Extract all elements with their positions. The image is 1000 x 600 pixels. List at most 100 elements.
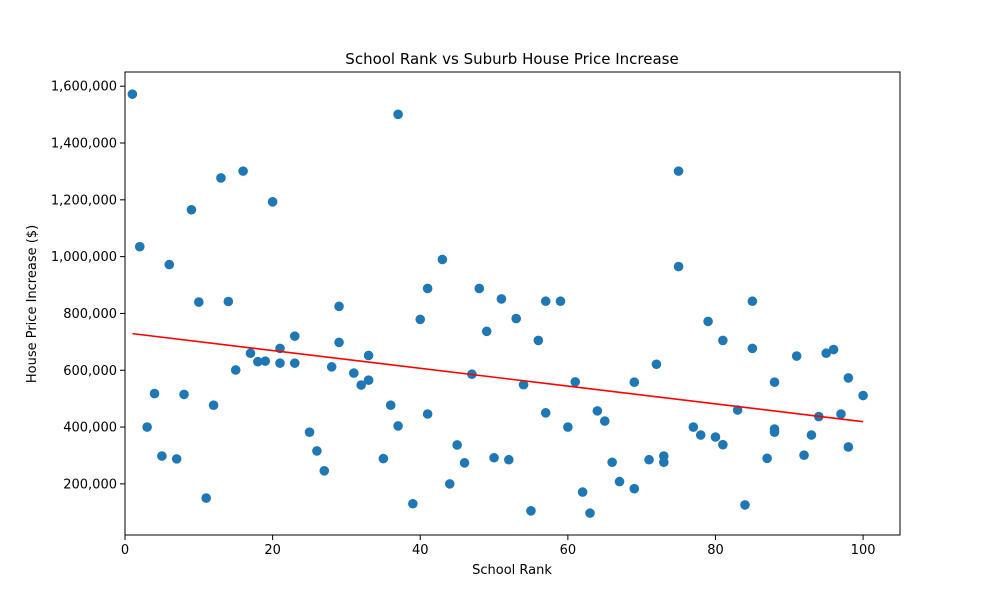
data-point — [422, 409, 433, 419]
y-tick-label: 1,000,000 — [51, 250, 117, 265]
data-point — [289, 331, 300, 341]
data-point — [821, 348, 831, 359]
x-axis-label: School Rank — [472, 563, 552, 578]
data-point — [828, 344, 839, 355]
data-point — [474, 283, 485, 294]
data-point — [363, 375, 374, 385]
y-axis-label: House Price Increase ($) — [25, 225, 40, 383]
data-point — [422, 283, 433, 294]
x-tick-label: 20 — [264, 543, 281, 558]
data-point — [452, 440, 462, 450]
data-point — [644, 454, 654, 465]
data-point — [289, 358, 300, 368]
data-point — [836, 409, 846, 419]
data-point — [363, 350, 374, 361]
data-point — [769, 427, 780, 437]
chart-title: School Rank vs Suburb House Price Increa… — [345, 50, 678, 68]
data-point — [651, 359, 662, 370]
x-tick-label: 80 — [707, 543, 724, 558]
data-point — [326, 362, 337, 372]
data-point — [408, 498, 418, 509]
data-point — [740, 500, 750, 510]
data-point — [806, 430, 817, 440]
data-point — [762, 453, 772, 464]
data-point — [504, 454, 514, 465]
data-point — [275, 358, 285, 368]
y-tick-label: 800,000 — [63, 307, 117, 322]
data-point — [253, 356, 263, 367]
data-point — [769, 377, 780, 387]
data-point — [238, 166, 248, 176]
data-point — [179, 389, 189, 400]
x-tick-label: 40 — [412, 543, 429, 558]
data-point — [201, 493, 211, 503]
data-point — [459, 458, 470, 468]
data-point — [223, 296, 234, 307]
data-point — [319, 466, 330, 476]
data-point — [334, 337, 344, 348]
trend-line-group — [132, 332, 864, 423]
data-point — [134, 241, 145, 252]
data-point — [194, 297, 204, 307]
data-point — [415, 314, 426, 325]
x-tick-label: 0 — [121, 543, 129, 558]
x-tick-label: 60 — [560, 543, 577, 558]
data-point — [334, 301, 344, 312]
data-point — [349, 368, 359, 378]
data-point — [164, 259, 175, 270]
data-point — [393, 421, 403, 431]
data-point — [378, 453, 389, 464]
y-tick-label: 1,200,000 — [51, 193, 117, 208]
data-point — [127, 89, 138, 99]
data-point — [496, 294, 507, 304]
y-tick-label: 200,000 — [63, 477, 117, 492]
data-point — [703, 316, 713, 327]
data-point — [444, 479, 455, 489]
data-point — [393, 109, 403, 120]
data-point — [511, 313, 521, 324]
data-point — [555, 296, 566, 307]
data-point — [157, 451, 167, 461]
data-point — [267, 197, 278, 207]
data-point — [718, 439, 728, 450]
y-tick-label: 1,600,000 — [51, 80, 117, 95]
data-point — [843, 373, 854, 383]
data-point — [356, 380, 366, 390]
data-point — [540, 408, 551, 418]
trend-line — [132, 332, 864, 423]
data-point — [673, 261, 684, 272]
data-points — [127, 89, 868, 518]
data-point — [695, 430, 706, 440]
data-point — [629, 483, 640, 494]
data-point — [570, 377, 581, 387]
data-point — [533, 335, 544, 346]
data-point — [592, 406, 603, 416]
data-point — [526, 506, 536, 516]
data-point — [149, 388, 160, 399]
x-tick-label: 100 — [851, 543, 876, 558]
data-point — [718, 335, 728, 346]
data-point — [385, 400, 396, 410]
data-point — [747, 296, 758, 307]
data-point — [186, 204, 197, 215]
data-point — [481, 326, 492, 337]
data-point — [437, 254, 448, 265]
data-point — [843, 442, 854, 452]
data-point — [629, 377, 640, 387]
data-point — [599, 416, 610, 426]
data-point — [208, 400, 219, 410]
data-point — [747, 343, 758, 354]
data-point — [142, 422, 152, 432]
y-tick-label: 400,000 — [63, 421, 117, 436]
data-point — [260, 356, 271, 366]
data-point — [791, 351, 802, 361]
data-point — [710, 432, 721, 442]
data-point — [312, 446, 322, 456]
data-point — [540, 296, 551, 307]
data-point — [230, 365, 241, 375]
y-tick-label: 1,400,000 — [51, 137, 117, 152]
data-point — [518, 379, 529, 390]
data-point — [673, 166, 684, 176]
data-point — [245, 348, 256, 359]
data-point — [304, 427, 315, 437]
